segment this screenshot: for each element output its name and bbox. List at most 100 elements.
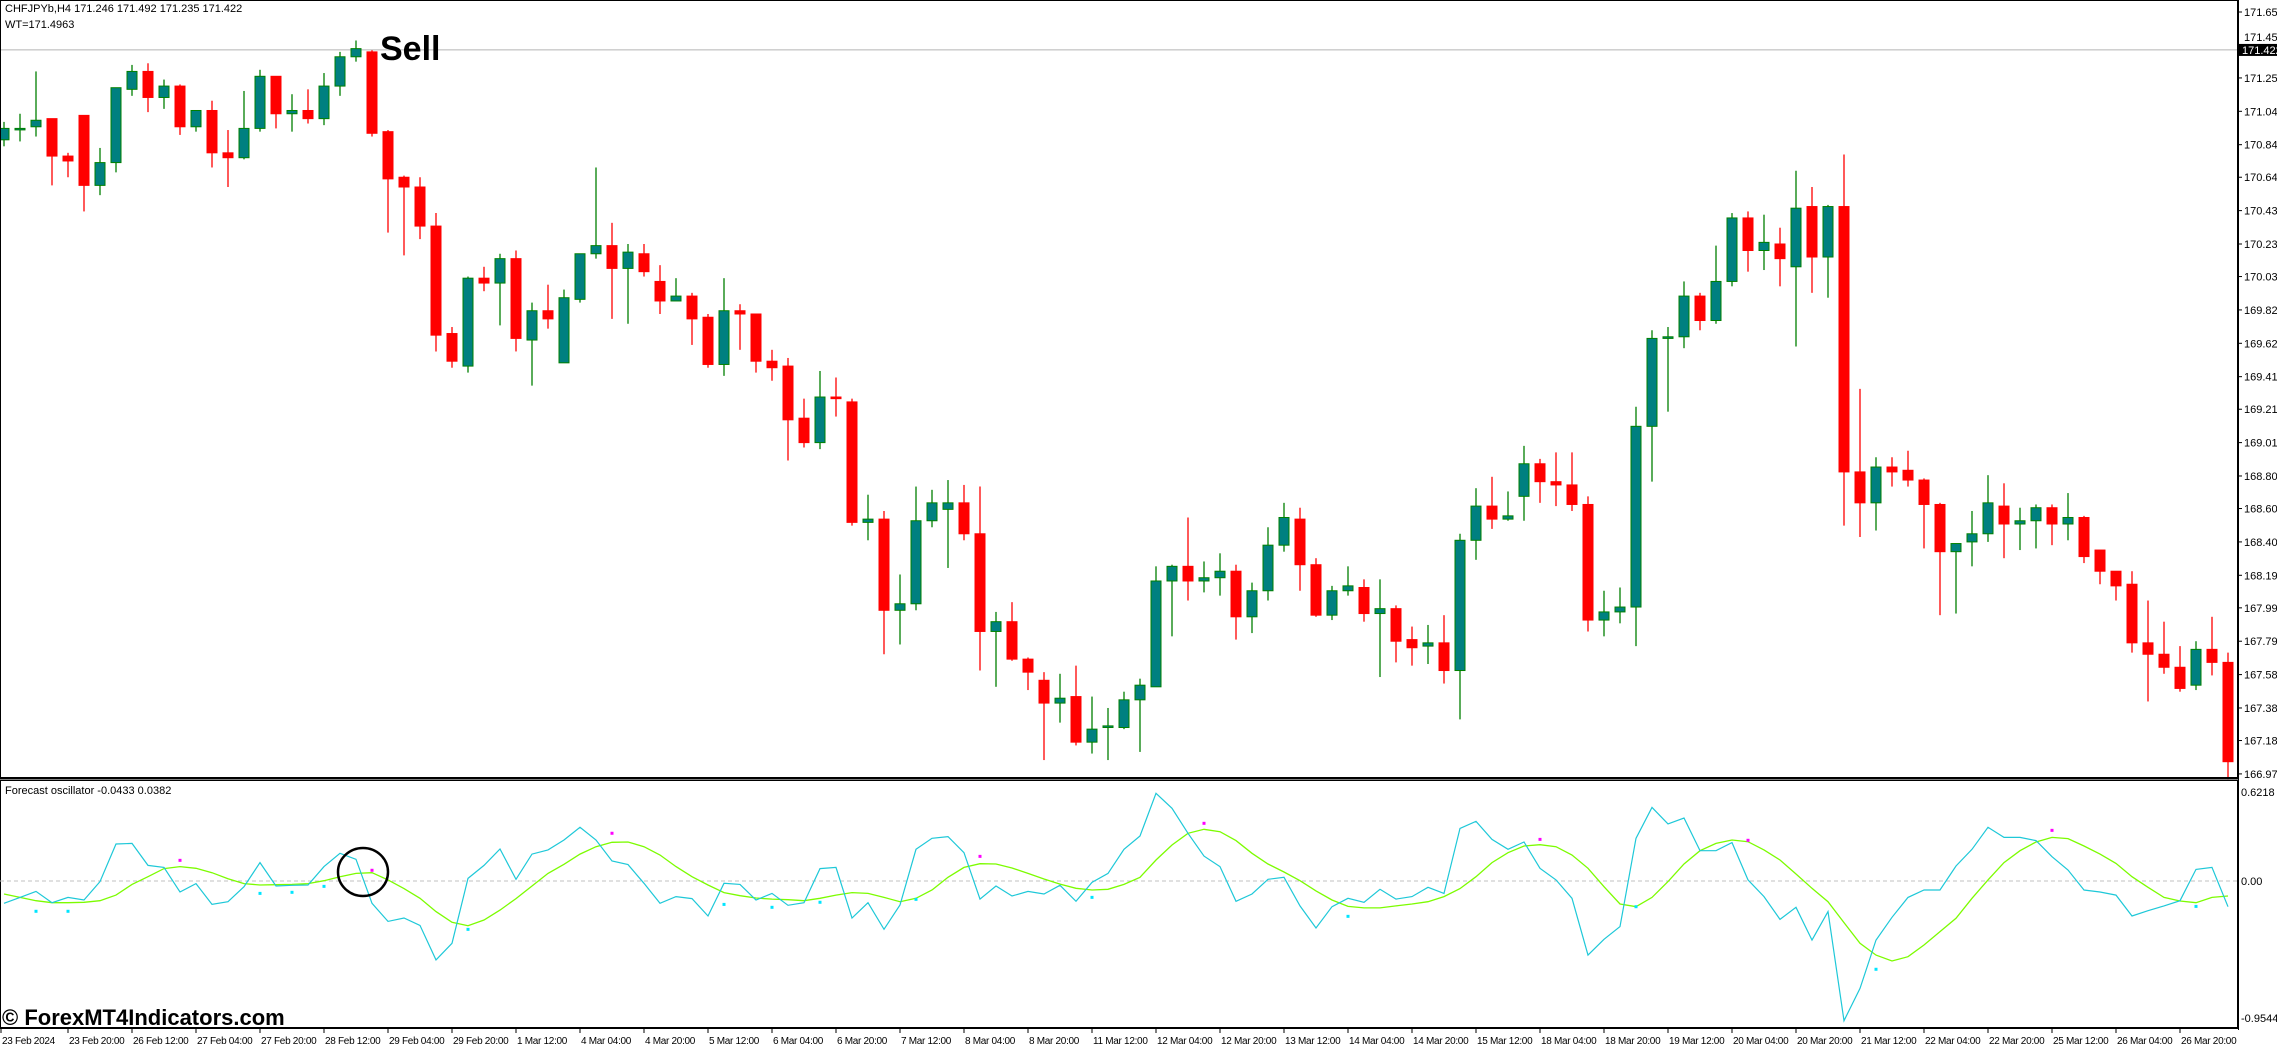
candle <box>238 90 250 160</box>
bearish-candle-body <box>1854 471 1866 504</box>
bullish-candle-body <box>1150 580 1162 688</box>
bullish-candle-body <box>318 85 330 120</box>
bearish-candle-body <box>2126 583 2138 644</box>
candle <box>542 284 554 329</box>
candle <box>2062 493 2074 541</box>
trough-dot <box>722 902 726 906</box>
bullish-candle-body <box>926 502 938 522</box>
bearish-candle-body <box>62 155 74 162</box>
forecast-oscillator <box>3 792 2229 1023</box>
candle <box>1326 585 1338 621</box>
time-tick-label: 20 Mar 04:00 <box>1733 1036 1789 1047</box>
candle <box>990 611 1002 687</box>
candle <box>1518 445 1530 521</box>
bullish-candle-body <box>494 258 506 284</box>
time-tick-label: 23 Feb 2024 <box>2 1036 56 1047</box>
bearish-candle-body <box>1358 586 1370 615</box>
candle <box>430 213 442 352</box>
time-tick-label: 1 Mar 12:00 <box>517 1036 568 1047</box>
candle <box>1422 624 1434 665</box>
bearish-candle-body <box>1550 481 1562 486</box>
bullish-candle-body <box>1678 295 1690 338</box>
current-price-box <box>2239 43 2277 56</box>
bearish-candle-body <box>270 75 282 115</box>
candle <box>734 304 746 350</box>
time-tick-label: 19 Mar 12:00 <box>1669 1036 1725 1047</box>
time-tick-label: 4 Mar 20:00 <box>645 1036 696 1047</box>
candle <box>478 266 490 292</box>
candle <box>526 302 538 386</box>
candlesticks <box>0 40 2234 780</box>
candle <box>1550 452 1562 507</box>
candle <box>2078 515 2090 564</box>
candle <box>798 398 810 448</box>
candle <box>286 94 298 132</box>
bearish-candle-body <box>414 186 426 227</box>
time-tick-label: 5 Mar 12:00 <box>709 1036 760 1047</box>
bullish-candle-body <box>1822 206 1834 258</box>
time-tick-label: 26 Feb 12:00 <box>133 1036 189 1047</box>
candle <box>2190 641 2202 691</box>
current-price-tag: 171.422 <box>2239 43 2277 57</box>
bearish-candle-body <box>430 225 442 336</box>
bullish-candle-body <box>814 396 826 444</box>
price-tick-label: 169.415 <box>2244 372 2277 384</box>
candle <box>94 147 106 196</box>
bearish-candle-body <box>1934 503 1946 553</box>
time-tick-label: 7 Mar 12:00 <box>901 1036 952 1047</box>
candle <box>1278 502 1290 552</box>
candle <box>1598 590 1610 637</box>
candle <box>1966 510 1978 567</box>
time-tick-label: 4 Mar 04:00 <box>581 1036 632 1047</box>
bearish-candle-body <box>366 51 378 134</box>
time-tick-label: 15 Mar 12:00 <box>1477 1036 1533 1047</box>
candle <box>2046 504 2058 546</box>
candle <box>414 177 426 240</box>
bearish-candle-body <box>2158 653 2170 668</box>
sell-signal-label: Sell <box>380 30 440 68</box>
bearish-candle-body <box>1310 564 1322 616</box>
candle <box>1886 457 1898 487</box>
bullish-candle-body <box>1710 280 1722 322</box>
bullish-candle-body <box>1102 725 1114 729</box>
forecast-line <box>3 792 2229 1023</box>
bearish-candle-body <box>2094 549 2106 572</box>
candle <box>2158 621 2170 674</box>
bearish-candle-body <box>206 109 218 154</box>
candle <box>1070 665 1082 746</box>
bullish-candle-body <box>1662 336 1674 339</box>
bullish-candle-body <box>1086 728 1098 743</box>
bullish-candle-body <box>1422 642 1434 647</box>
bullish-candle-body <box>1950 543 1962 553</box>
bullish-candle-body <box>590 245 602 255</box>
candle <box>638 243 650 277</box>
bearish-candle-body <box>638 253 650 273</box>
time-tick-label: 8 Mar 04:00 <box>965 1036 1016 1047</box>
bullish-candle-body <box>126 70 138 90</box>
candle <box>942 480 954 568</box>
bullish-candle-body <box>254 75 266 129</box>
candle <box>1102 707 1114 761</box>
time-tick-label: 6 Mar 20:00 <box>837 1036 888 1047</box>
bearish-candle-body <box>382 131 394 180</box>
time-tick-label: 20 Mar 20:00 <box>1797 1036 1853 1047</box>
candle <box>574 253 586 303</box>
bearish-candle-body <box>542 310 554 320</box>
candle <box>1022 657 1034 691</box>
price-tick-label: 166.975 <box>2244 769 2277 781</box>
oscillator-axis-bottom: -0.9544 <box>2241 1013 2277 1025</box>
peak-dot <box>610 831 614 835</box>
time-tick-label: 27 Feb 04:00 <box>197 1036 253 1047</box>
bearish-candle-body <box>974 533 986 632</box>
candle <box>1630 406 1642 647</box>
bullish-candle-body <box>350 48 362 58</box>
candle <box>62 152 74 178</box>
bullish-candle-body <box>1454 539 1466 672</box>
bearish-candle-body <box>686 295 698 320</box>
candle <box>1838 154 1850 526</box>
bearish-candle-body <box>1694 295 1706 322</box>
candle <box>846 398 858 526</box>
bullish-candle-body <box>1518 463 1530 497</box>
bearish-candle-body <box>2046 507 2058 525</box>
